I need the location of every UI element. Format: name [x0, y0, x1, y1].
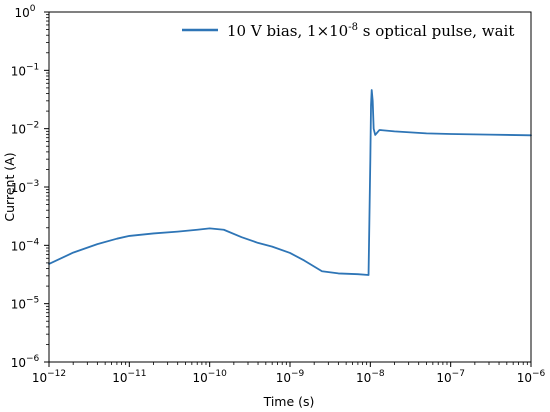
x-tick-label: 10−7	[436, 369, 465, 385]
series-line	[48, 89, 532, 276]
y-axis-label: Current (A)	[2, 152, 17, 221]
y-tick-label-base: 10	[11, 123, 26, 137]
plot-area	[48, 89, 532, 276]
x-axis-label: Time (s)	[263, 394, 315, 409]
y-tick-label: 10−5	[11, 296, 40, 312]
x-tick-label-exp: −8	[371, 369, 385, 379]
legend: 10 V bias, 1×10-8 s optical pulse, wait	[173, 15, 532, 47]
legend-label: 10 V bias, 1×10-8 s optical pulse, wait	[227, 22, 514, 40]
y-tick-label: 100	[14, 4, 35, 20]
y-tick-label-exp: −3	[26, 179, 39, 189]
x-tick-label-exp: −6	[532, 369, 546, 379]
x-tick-label-base: 10	[32, 371, 47, 385]
y-tick-label-exp: −1	[26, 62, 39, 72]
x-tick-label-base: 10	[112, 371, 127, 385]
x-tick-label-base: 10	[517, 371, 532, 385]
legend-box	[173, 15, 532, 47]
x-tick-label-exp: −9	[291, 369, 305, 379]
y-tick-label-base: 10	[11, 356, 26, 370]
y-tick-label-base: 10	[11, 298, 26, 312]
x-tick-label: 10−12	[32, 369, 66, 385]
y-tick-label: 10−1	[11, 62, 40, 78]
x-tick-label-base: 10	[436, 371, 451, 385]
x-tick-label: 10−10	[193, 369, 228, 385]
y-tick-label-exp: 0	[30, 4, 36, 14]
x-tick-label: 10−11	[112, 369, 146, 385]
x-tick-label-base: 10	[356, 371, 371, 385]
plot-frame	[48, 11, 532, 363]
y-tick-label: 10−4	[11, 237, 40, 253]
legend-label-pre: 10 V bias, 1×10	[227, 22, 348, 40]
x-tick-label-exp: −7	[452, 369, 465, 379]
y-tick-label: 10−6	[11, 354, 40, 370]
y-tick-label-base: 10	[14, 6, 29, 20]
y-tick-label-exp: −4	[26, 237, 40, 247]
y-tick-label: 10−2	[11, 121, 40, 137]
legend-label-sup: -8	[348, 22, 358, 33]
legend-label-post: s optical pulse, wait	[358, 22, 514, 40]
x-tick-label-exp: −11	[127, 369, 146, 379]
y-tick-label-exp: −6	[26, 354, 40, 364]
y-tick-label-exp: −5	[26, 296, 39, 306]
y-tick-label-base: 10	[11, 239, 26, 253]
x-tick-label-exp: −12	[47, 369, 66, 379]
x-tick-label-exp: −10	[208, 369, 227, 379]
x-tick-label: 10−6	[517, 369, 546, 385]
x-tick-label-base: 10	[276, 371, 291, 385]
x-axis: 10−12 10−11 10−10 10−9 10−8 10−7 10−6	[32, 362, 546, 385]
y-tick-label-base: 10	[11, 181, 26, 195]
y-tick-label: 10−3	[11, 179, 40, 195]
x-tick-label-base: 10	[193, 371, 208, 385]
x-tick-label: 10−8	[356, 369, 385, 385]
x-tick-label: 10−9	[276, 369, 305, 385]
y-tick-label-base: 10	[11, 64, 26, 78]
y-tick-label-exp: −2	[26, 121, 39, 131]
